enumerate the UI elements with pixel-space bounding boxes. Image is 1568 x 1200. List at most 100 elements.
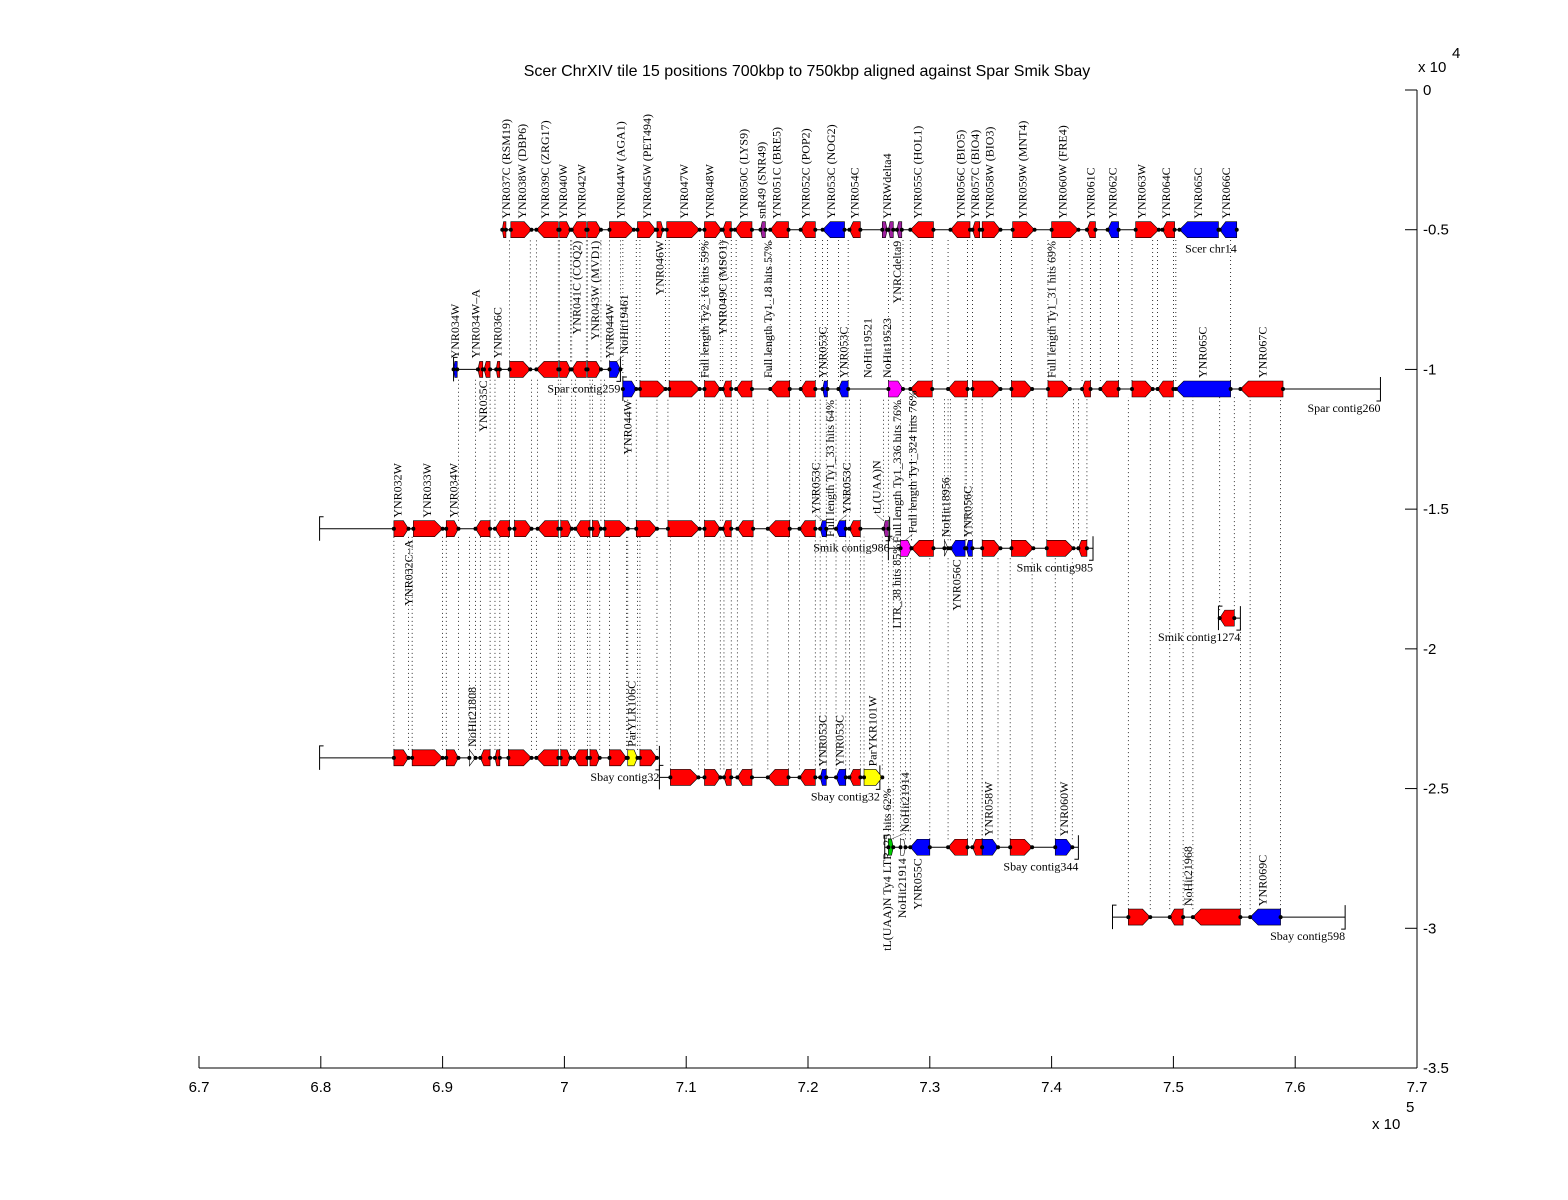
gene-label: YNR035C (476, 380, 490, 431)
gene-label: YNR065C (1191, 167, 1205, 218)
gene-label: NoHit19461 (617, 294, 631, 354)
contig-track: Sbay contig32 YNR053C YNR053C ParYKR101W tL(… (658, 695, 894, 951)
gene-arrow (571, 361, 587, 378)
contig-label: Smik contig985 (1017, 560, 1093, 574)
gene-arrow (639, 749, 658, 767)
gene-label: YNR053C (809, 462, 823, 513)
gene-label: YNR065C (1196, 327, 1210, 378)
gene-arrow (1135, 221, 1160, 239)
contig-end-bracket (1074, 835, 1079, 860)
gene-boundary-dot (836, 386, 841, 391)
gene-label: YNR032W (391, 462, 405, 517)
axes: x 10 5 x 10 4 6.7 6.8 6.9 7 7.1 7.2 7.3 7.4 7.5 7… (189, 45, 1461, 1133)
gene-boundary-dot (1234, 227, 1239, 232)
gene-arrow (1192, 908, 1241, 926)
gene-boundary-dot (654, 227, 659, 232)
gene-label: YNR043W (MVD1) (588, 241, 602, 340)
gene-boundary-dot (529, 227, 534, 232)
gene-boundary-dot (668, 775, 673, 780)
gene-arrow (587, 221, 602, 239)
gene-label: Full length Ty1_33 hits 64% (823, 400, 837, 537)
gene-boundary-dot (637, 755, 642, 760)
gene-arrow (413, 520, 444, 538)
gene-arrow (704, 520, 721, 538)
gene-arrow (909, 380, 933, 398)
gene-boundary-dot (598, 227, 603, 232)
gene-arrow (1169, 908, 1184, 926)
gene-boundary-dot (1217, 616, 1222, 621)
gene-boundary-dot (1030, 386, 1035, 391)
gene-boundary-dot (696, 775, 701, 780)
gene-arrow (950, 539, 966, 557)
gene-boundary-dot (798, 227, 803, 232)
gene-boundary-dot (1150, 386, 1155, 391)
gene-arrow (480, 749, 491, 767)
gene-arrow (835, 520, 847, 538)
gene-boundary-dot (391, 526, 396, 531)
gene-arrow (911, 539, 934, 557)
gene-arrow (559, 361, 571, 378)
gene-boundary-dot (813, 386, 818, 391)
gene-boundary-dot (590, 526, 595, 531)
gene-arrow (1162, 221, 1175, 239)
gene-boundary-dot (573, 526, 578, 531)
gene-boundary-dot (598, 526, 603, 531)
gene-boundary-dot (729, 775, 734, 780)
gene-arrow (573, 749, 588, 767)
gene-boundary-dot (980, 227, 985, 232)
gene-arrow (1099, 380, 1119, 398)
gene-boundary-dot (970, 227, 975, 232)
gene-boundary-dot (697, 386, 702, 391)
gene-boundary-dot (749, 386, 754, 391)
gene-boundary-dot (607, 227, 612, 232)
x-tick-label: 7.6 (1285, 1079, 1306, 1096)
label-leader-line (905, 534, 913, 541)
gene-boundary-dot (478, 755, 483, 760)
gene-boundary-dot (927, 845, 932, 850)
x-tick-label: 7 (560, 1079, 568, 1096)
gene-boundary-dot (908, 386, 913, 391)
gene-label: YNR055C (HOL1) (911, 126, 925, 219)
gene-label: YNR051C (BRE5) (769, 127, 783, 219)
gene-arrow (667, 520, 701, 538)
x-tick-label: 6.7 (189, 1079, 210, 1096)
gene-arrow (393, 520, 409, 538)
gene-boundary-dot (1105, 227, 1110, 232)
gene-arrow (535, 749, 559, 767)
y-axis-multiplier: x 10 (1418, 59, 1446, 76)
gene-boundary-dot (1126, 915, 1131, 920)
gene-boundary-dot (1238, 386, 1243, 391)
gene-arrow (559, 221, 571, 239)
gene-boundary-dot (444, 526, 449, 531)
gene-boundary-dot (834, 775, 839, 780)
gene-arrow (896, 221, 903, 239)
gene-boundary-dot (965, 845, 970, 850)
gene-boundary-dot (1217, 227, 1222, 232)
contig-start-bracket (884, 834, 889, 860)
gene-label: YNR056C (961, 486, 975, 537)
gene-boundary-dot (1053, 845, 1058, 850)
gene-boundary-dot (440, 755, 445, 760)
gene-boundary-dot (720, 386, 725, 391)
gene-boundary-dot (585, 367, 590, 372)
gene-arrow (736, 769, 753, 786)
gene-arrow (571, 221, 587, 239)
gene-arrow (799, 520, 816, 538)
gene-boundary-dot (488, 526, 493, 531)
gene-boundary-dot (903, 845, 908, 850)
gene-boundary-dot (1181, 915, 1186, 920)
gene-boundary-dot (1190, 915, 1195, 920)
gene-boundary-dot (440, 526, 445, 531)
y-tick-label: -1.5 (1423, 501, 1449, 518)
gene-arrow (537, 520, 559, 538)
gene-boundary-dot (663, 386, 668, 391)
gene-label: YNR054C (847, 167, 861, 218)
gene-arrow (445, 749, 459, 767)
gene-label: YNR046W (652, 240, 666, 295)
gene-boundary-dot (894, 227, 899, 232)
gene-boundary-dot (1172, 227, 1177, 232)
gene-arrow (704, 221, 722, 239)
gene-boundary-dot (473, 755, 478, 760)
gene-arrow (668, 380, 701, 398)
x-tick-label: 7.4 (1041, 1079, 1062, 1096)
